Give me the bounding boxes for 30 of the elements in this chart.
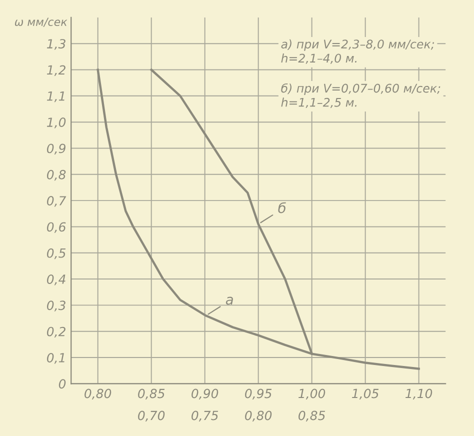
legend-label: а	[226, 296, 233, 305]
y-tick-label: 1,2	[46, 65, 66, 76]
y-axis-title: ω мм/сек	[14, 18, 68, 27]
y-tick-label: 0	[58, 379, 66, 389]
x-tick-label: 0,85	[138, 388, 165, 400]
y-tick-label: 0,2	[46, 326, 66, 338]
x-tick-label: 0,80	[84, 388, 112, 400]
y-tick-label: 1,3	[46, 39, 66, 50]
y-tick-label: 0,9	[46, 144, 66, 154]
x-tick-label: 1,10	[406, 388, 432, 400]
x2-tick-label: 0,85	[298, 410, 326, 422]
y-tick-label: 0,6	[46, 222, 66, 233]
y-tick-label: 0,8	[46, 170, 66, 181]
x-tick-label: 0,95	[245, 388, 272, 400]
y-tick-label: 1,0	[46, 118, 66, 128]
y-tick-label: 0,3	[46, 300, 66, 312]
y-tick-label: 1,1	[46, 92, 64, 102]
annotation: а) при V=2,3–8,0 мм/сек; h=2,1–4,0 м.	[281, 39, 434, 64]
x2-tick-label: 0,80	[245, 410, 272, 422]
annotation: б) при V=0,07–0,60 м/сек; h=1,1–2,5 м.	[281, 83, 440, 108]
y-tick-label: 0,7	[46, 196, 66, 207]
y-tick-label: 0,5	[46, 248, 66, 260]
x-tick-label: 1,05	[352, 388, 379, 400]
x2-tick-label: 0,75	[192, 410, 218, 422]
x-tick-label: 0,90	[192, 388, 218, 400]
y-tick-label: 0,4	[46, 274, 66, 286]
x-tick-label: 1,00	[298, 388, 326, 400]
y-tick-label: 0,1	[46, 352, 64, 364]
series-label: б	[278, 202, 286, 214]
x2-tick-label: 0,70	[138, 410, 165, 422]
